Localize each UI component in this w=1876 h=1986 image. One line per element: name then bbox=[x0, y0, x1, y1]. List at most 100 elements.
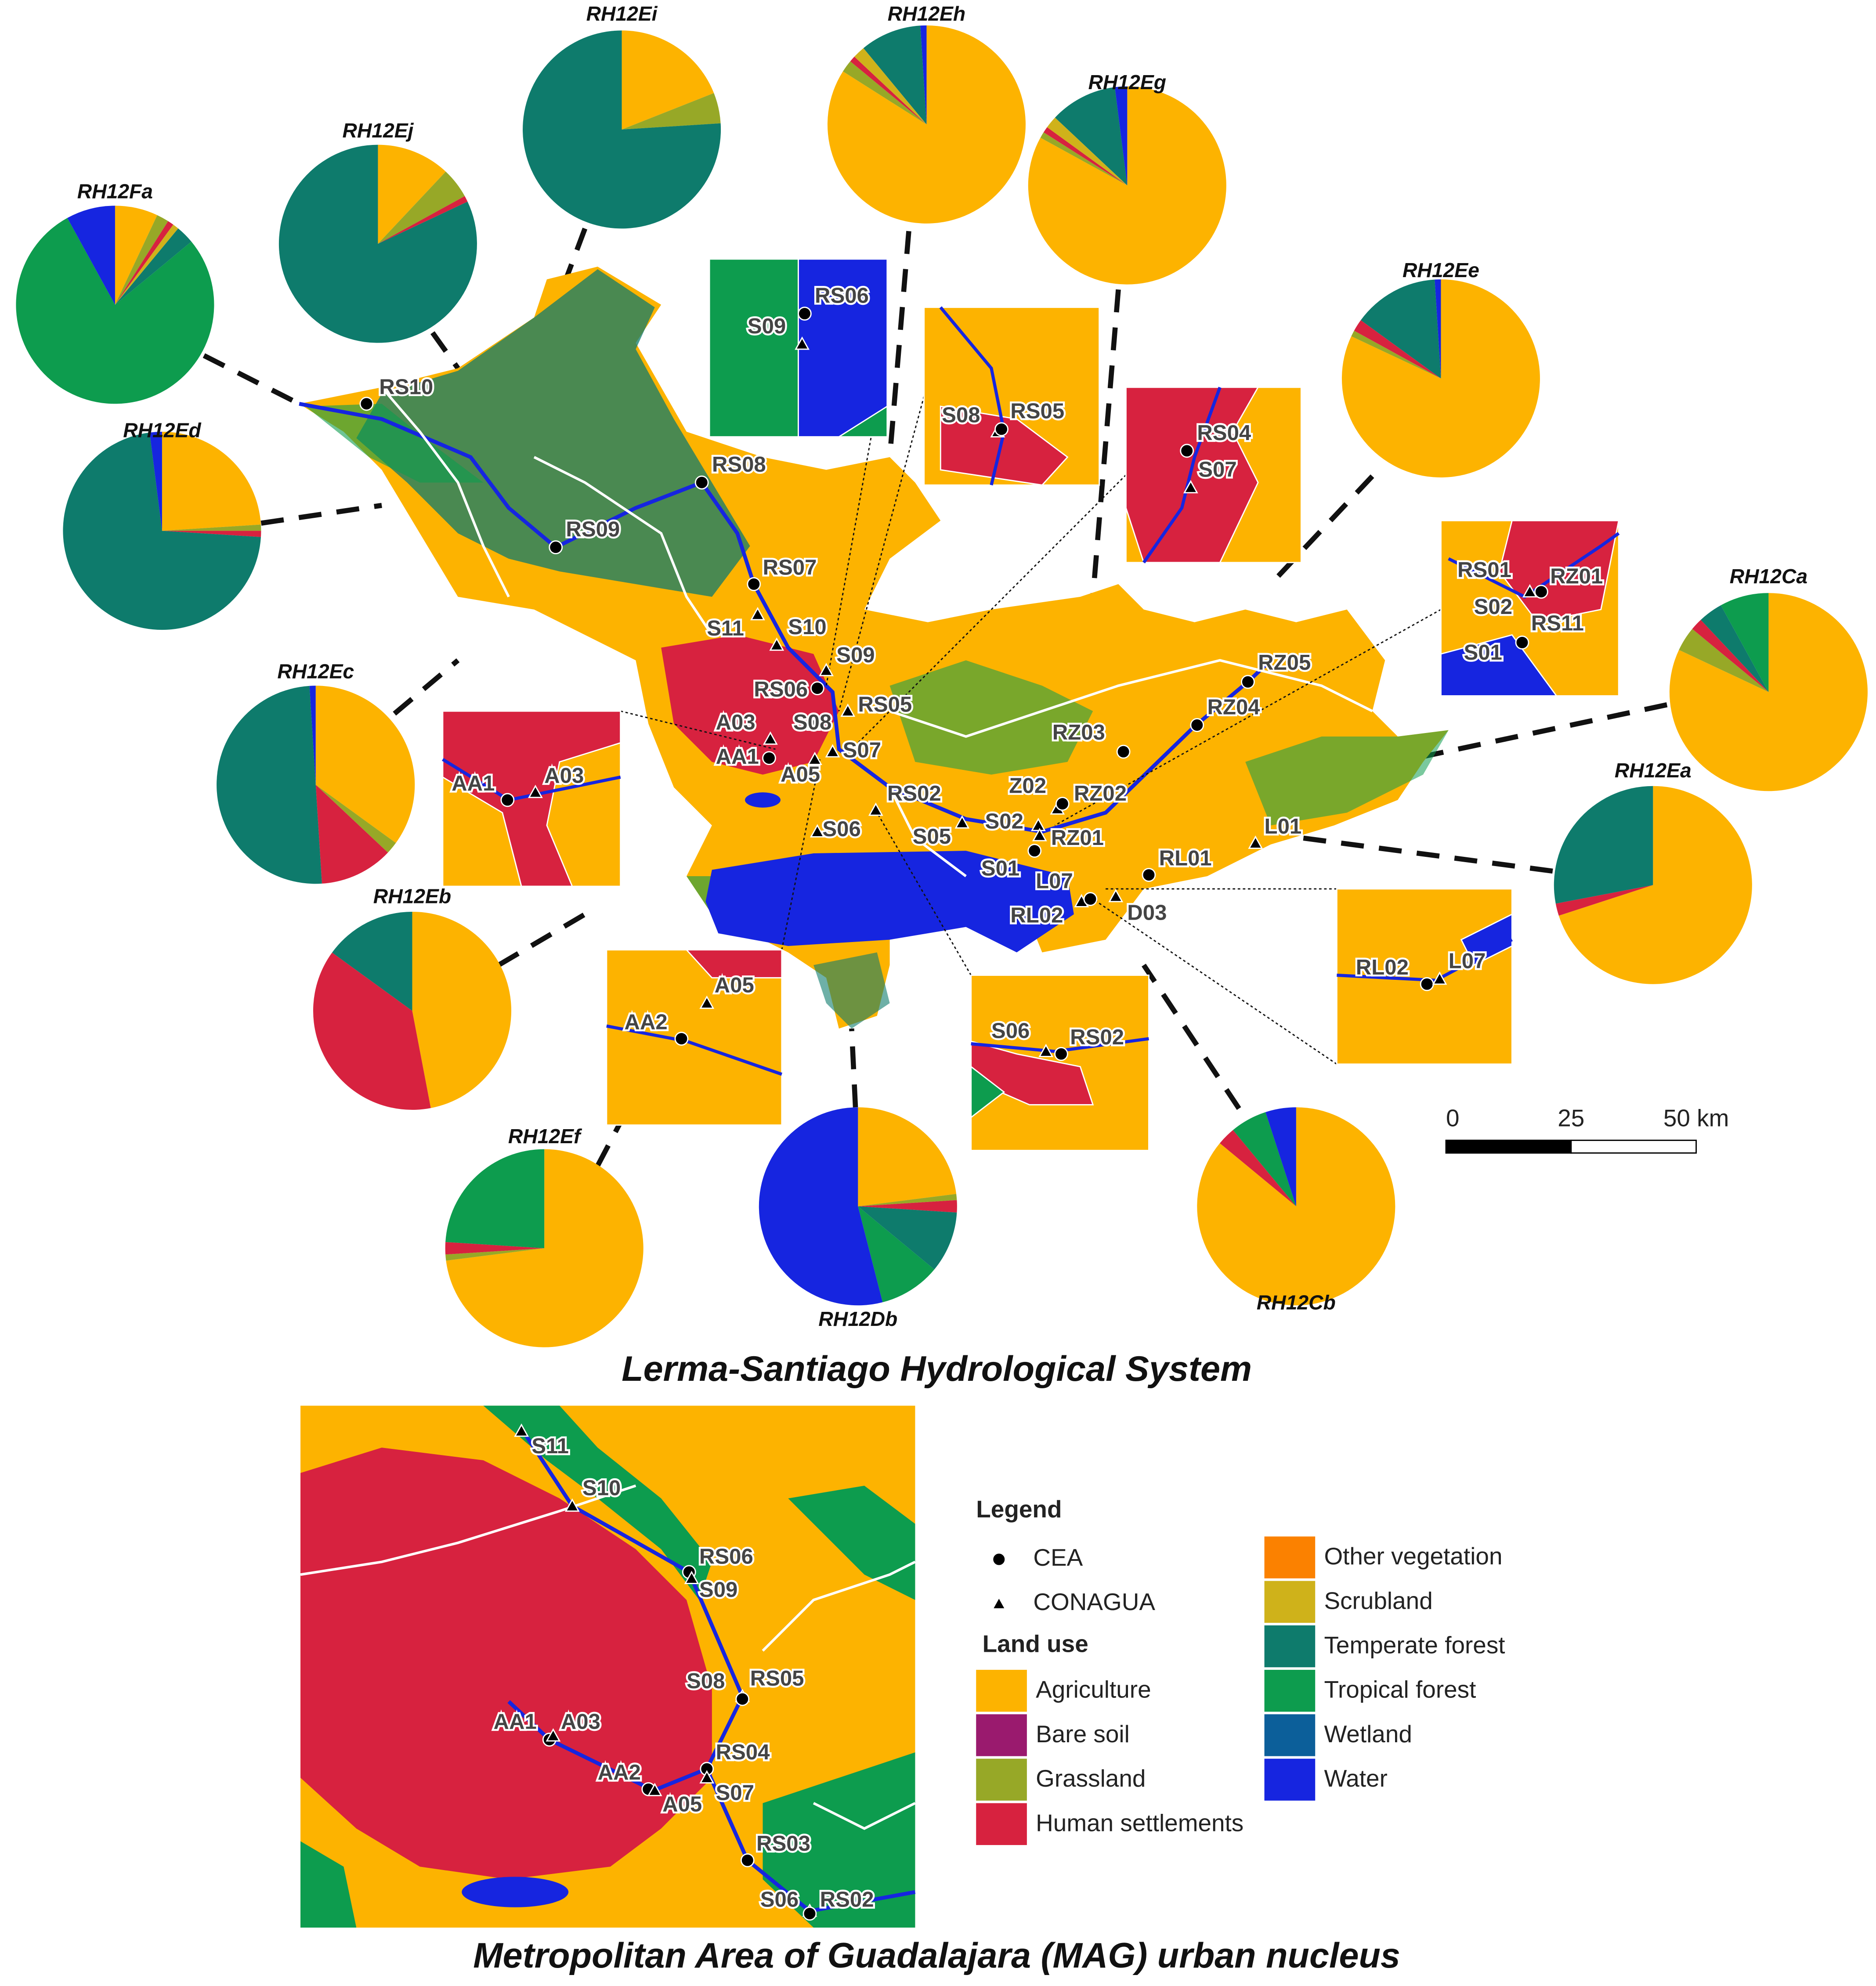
station-marker bbox=[750, 607, 765, 621]
pie-slice bbox=[1220, 1130, 1296, 1206]
pie-slice bbox=[1265, 1107, 1296, 1206]
legend-swatch bbox=[976, 1803, 1027, 1845]
legend-label: Grassland bbox=[1036, 1765, 1146, 1792]
basin-map-shape bbox=[533, 456, 713, 636]
station-marker bbox=[798, 307, 812, 321]
mag-map-shape bbox=[300, 1484, 636, 1576]
pie-slice bbox=[858, 1107, 957, 1206]
station-label: A03 bbox=[544, 764, 584, 787]
inset-maps-shape bbox=[685, 949, 783, 979]
station-label: L01 bbox=[1265, 815, 1302, 838]
pie-slice bbox=[1040, 132, 1128, 186]
basin-map-shape bbox=[380, 386, 510, 598]
legend-swatch bbox=[976, 1759, 1027, 1801]
station-label: AA1 bbox=[716, 745, 759, 769]
pie-slice bbox=[1721, 593, 1769, 692]
station-marker bbox=[819, 663, 834, 676]
pie-slice bbox=[1679, 629, 1769, 692]
pie-slice bbox=[162, 531, 261, 537]
station-marker bbox=[1054, 1047, 1068, 1061]
station-marker bbox=[740, 1853, 755, 1867]
station-label: S08 bbox=[793, 711, 831, 734]
stations: RS10 RS08 RS09 RS07 S11 S10 S09 RS06 RS05 A03 S08 A… bbox=[359, 282, 1605, 1921]
pie-label: RH12Eb bbox=[373, 885, 451, 907]
basin-map-shape bbox=[813, 952, 890, 1029]
pie bbox=[63, 432, 261, 630]
pie-slice bbox=[1558, 786, 1752, 984]
pie-slice bbox=[1361, 279, 1441, 379]
pie-slice bbox=[1115, 86, 1128, 186]
station-marker bbox=[795, 336, 810, 350]
inset-connector bbox=[876, 812, 972, 976]
station-label: RL01 bbox=[1159, 846, 1212, 870]
basin-map-shape bbox=[299, 402, 1272, 834]
pie-slice bbox=[315, 686, 415, 843]
basin-map-shape bbox=[745, 792, 781, 808]
legend-swatch bbox=[1264, 1759, 1316, 1801]
pie-slice bbox=[332, 911, 412, 1011]
station-label: RS02 bbox=[887, 782, 941, 805]
legend-swatch bbox=[1264, 1581, 1316, 1623]
basin-map-shape bbox=[889, 659, 1373, 738]
basin-map-shape bbox=[705, 851, 1074, 953]
station-marker bbox=[1241, 675, 1255, 689]
pie-slice bbox=[378, 196, 468, 244]
scale-label: 25 bbox=[1558, 1105, 1584, 1132]
pie-slice bbox=[115, 215, 168, 305]
legend-swatch bbox=[976, 1670, 1027, 1712]
pie-slice bbox=[858, 1194, 957, 1206]
station-marker bbox=[1055, 797, 1070, 811]
legend-label: Temperate forest bbox=[1324, 1632, 1505, 1659]
pie-label: RH12Fa bbox=[77, 180, 153, 203]
pie-label: RH12Eg bbox=[1088, 71, 1166, 94]
station-marker bbox=[500, 793, 515, 807]
station-label: AA2 bbox=[624, 1010, 667, 1034]
station-marker bbox=[807, 751, 822, 766]
station-marker bbox=[647, 1783, 662, 1796]
pie-leader-lines bbox=[202, 227, 1668, 1167]
station-label: S07 bbox=[716, 1781, 754, 1805]
mag-map-shape bbox=[705, 1768, 916, 1914]
station-marker bbox=[1183, 480, 1198, 494]
pie-slice bbox=[446, 1149, 643, 1347]
station-label: S06 bbox=[991, 1019, 1030, 1043]
station-label: Z02 bbox=[1009, 774, 1046, 798]
station-label: S06 bbox=[760, 1888, 799, 1911]
pie-leader bbox=[1397, 702, 1668, 765]
inset-maps-shape bbox=[442, 710, 622, 887]
station-marker bbox=[564, 1498, 580, 1512]
pie-slice bbox=[858, 1206, 957, 1270]
station-label: S11 bbox=[707, 617, 744, 640]
station-label: S05 bbox=[913, 825, 951, 849]
pie-label: RH12Ef bbox=[508, 1125, 582, 1148]
pie-leader bbox=[1207, 823, 1553, 874]
pie bbox=[278, 144, 477, 343]
pie-slice bbox=[1555, 885, 1653, 916]
pie-slice bbox=[1354, 320, 1441, 379]
legend-label: Human settlements bbox=[1036, 1809, 1243, 1836]
station-label: RZ04 bbox=[1207, 695, 1260, 719]
pie-slice bbox=[850, 56, 927, 125]
station-label: S10 bbox=[582, 1476, 621, 1500]
mag-map-shape bbox=[763, 1752, 915, 1928]
pie-leader bbox=[887, 231, 911, 458]
station-label: RZ02 bbox=[1074, 782, 1127, 805]
station-label: RZ03 bbox=[1052, 721, 1105, 744]
station-label: S11 bbox=[531, 1434, 569, 1458]
pie-slice bbox=[115, 206, 157, 305]
pie-slice bbox=[622, 93, 721, 130]
legend: Legend CEA CONAGUA Land use Agriculture Bare … bbox=[976, 1495, 1505, 1845]
legend-label: CEA bbox=[1033, 1544, 1083, 1571]
station-marker bbox=[359, 397, 374, 411]
pie-label: RH12Eh bbox=[888, 2, 965, 25]
station-marker bbox=[992, 1552, 1006, 1567]
pie bbox=[523, 30, 721, 229]
legend-label: Agriculture bbox=[1036, 1676, 1151, 1703]
station-marker bbox=[1108, 888, 1124, 903]
station-label: S09 bbox=[748, 314, 786, 338]
pie-leader bbox=[1090, 289, 1121, 597]
scale-segment bbox=[1445, 1139, 1572, 1154]
